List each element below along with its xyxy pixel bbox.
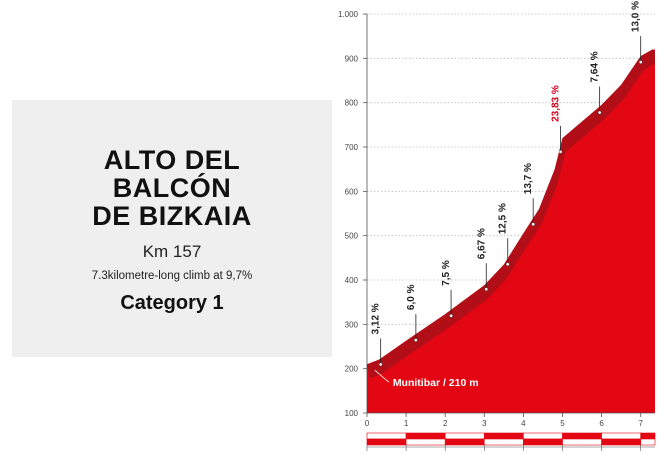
km-ruler-segment [405,438,446,446]
gradient-markers: 3,12 % 6,0 % 7,5 % 6,67 % 12,5 % 13,7 % 23,83 … [371,1,643,367]
km-ruler-segment [405,432,446,440]
y-tick-label: 900 [345,54,359,63]
y-tick-label: 600 [345,187,359,196]
climb-info-panel: ALTO DEL BALCÓN DE BIZKAIA Km 157 7.3kil… [12,100,332,357]
y-tick-label: 300 [345,320,359,329]
gradient-label: 7,5 % [441,260,452,286]
km-ruler-segment [640,432,656,440]
km-ruler-segment [366,432,407,440]
x-tick-label: 2 [443,419,448,428]
x-tick-label: 4 [521,419,526,428]
gradient-label: 3,12 % [371,303,382,334]
climb-category: Category 1 [120,292,224,314]
km-ruler-segment [640,438,656,446]
gradient-label: 6,0 % [406,284,417,310]
x-axis: 0 1 2 3 4 5 6 7 [365,412,656,451]
profile-ridge-shade [367,49,656,379]
climb-name-line: ALTO DEL [103,145,241,175]
km-ruler-segment [601,438,641,446]
gradient-label: 23,83 % [551,85,562,122]
start-label: Munitibar / 210 m [393,377,479,389]
x-tick-label: 6 [599,419,604,428]
km-ruler-segment [366,438,407,446]
profile-area [367,49,656,413]
x-tick-label: 7 [638,419,643,428]
km-ruler-segment [444,438,485,446]
gradient-point [597,110,602,115]
gradient-label: 6,67 % [476,228,487,259]
gradient-label: 12,5 % [498,203,509,234]
climb-km: Km 157 [142,242,202,261]
climb-name: ALTO DEL BALCÓN DE BIZKAIA [12,146,332,230]
y-tick-label: 100 [345,409,359,418]
gradient-label: 7,64 % [590,51,601,82]
x-tick-label: 0 [365,419,370,428]
y-tick-label: 700 [345,143,359,152]
gradient-point [484,287,489,292]
km-ruler-segment [523,432,563,440]
start-annotation: Munitibar / 210 m [374,369,479,389]
gradient-label: 13,7 % [523,163,534,194]
x-tick-label: 5 [560,419,565,428]
km-ruler-segment [523,438,563,446]
km-ruler-segment [483,438,524,446]
km-ruler-segment [601,432,641,440]
gradient-point [449,313,453,318]
km-ruler-segment [562,432,602,440]
gradient-point [505,262,510,267]
gradient-point [378,362,383,367]
y-tick-label: 400 [345,276,359,285]
y-tick-label: 1.000 [338,10,359,19]
climb-description: 7.3kilometre-long climb at 9,7% [91,270,253,282]
km-ruler-segment [483,432,524,440]
y-tick-label: 200 [345,365,359,374]
y-tick-label: 800 [345,99,359,108]
y-axis-ticks: 100 200 300 400 500 600 700 800 900 1.000 [338,10,368,418]
gradient-point [558,150,563,154]
x-tick-label: 3 [482,419,487,428]
start-leader-line [374,369,390,383]
gradient-label: 13,0 % [631,1,642,32]
y-tick-label: 500 [345,232,359,241]
climb-name-line: DE BIZKAIA [92,201,252,231]
gradient-point [414,338,418,342]
gradient-point [531,222,536,227]
profile-face [370,63,656,413]
climb-name-line: BALCÓN [112,173,232,203]
km-ruler-segment [562,438,602,446]
x-tick-label: 1 [404,419,409,428]
km-ruler-segment [444,432,485,440]
gradient-point [638,60,643,64]
